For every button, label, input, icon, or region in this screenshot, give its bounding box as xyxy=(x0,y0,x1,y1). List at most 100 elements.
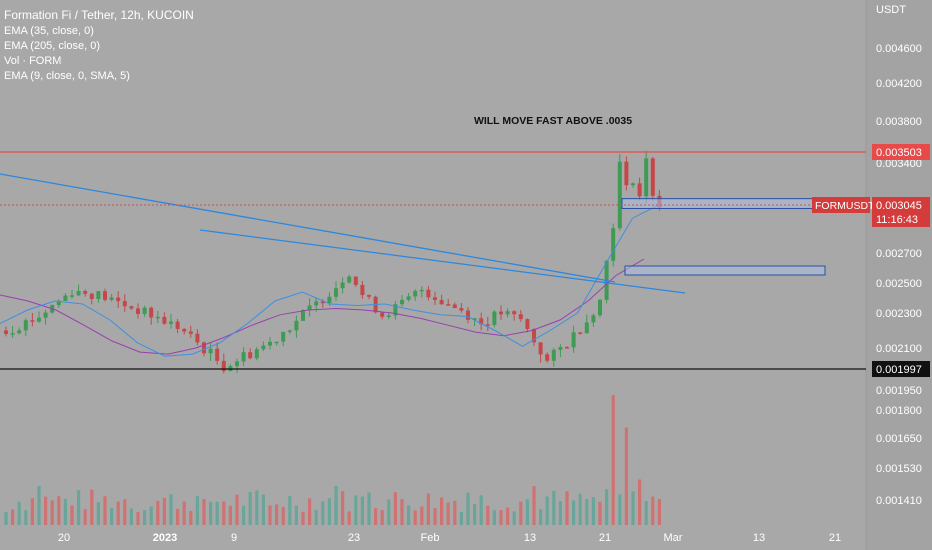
candle-body xyxy=(406,296,411,300)
volume-bar xyxy=(393,492,397,525)
current-price-badge xyxy=(872,197,930,227)
candle-body xyxy=(235,361,239,367)
volume-bar xyxy=(466,492,470,525)
candle-body xyxy=(380,312,385,317)
volume-bar xyxy=(195,496,199,525)
trend-line-secondary[interactable] xyxy=(199,229,686,294)
candle-body xyxy=(499,311,503,315)
candle-body xyxy=(261,345,266,350)
candle-body xyxy=(538,342,543,355)
support-zone-box[interactable] xyxy=(624,265,826,276)
candle-body xyxy=(56,300,61,306)
volume-bar xyxy=(30,498,34,525)
volume-bar xyxy=(413,510,417,525)
volume-bar xyxy=(532,486,536,525)
candle-body xyxy=(182,328,187,332)
candle-body xyxy=(17,330,22,334)
indicator-ema-205[interactable]: EMA (205, close, 0) xyxy=(4,40,100,52)
volume-bar xyxy=(499,510,503,525)
volume-bar xyxy=(459,511,463,525)
volume-bar xyxy=(598,501,602,525)
volume-bar xyxy=(387,499,391,525)
volume-bar xyxy=(578,493,582,525)
candle-body xyxy=(611,228,616,261)
candle-body xyxy=(591,315,596,323)
support-price-label: 0.001997 xyxy=(876,364,922,376)
candle-body xyxy=(287,330,292,332)
indicator-ema-9[interactable]: EMA (9, close, 0, SMA, 5) xyxy=(4,70,130,82)
volume-bar xyxy=(96,502,100,525)
volume-bar xyxy=(354,495,358,525)
volume-bar xyxy=(116,501,120,525)
indicator-ema-35[interactable]: EMA (35, close, 0) xyxy=(4,25,94,37)
candle-body xyxy=(307,305,312,311)
volume-bar xyxy=(143,510,147,525)
volume-bar xyxy=(433,508,437,525)
candle-body xyxy=(116,297,121,302)
candle-body xyxy=(452,304,457,309)
volume-bar xyxy=(367,492,371,525)
symbol-title[interactable]: Formation Fi / Tether, 12h, KUCOIN xyxy=(4,8,194,22)
candle-body xyxy=(155,316,160,319)
candle-body xyxy=(584,322,589,334)
candle-body xyxy=(4,330,8,334)
volume-bar xyxy=(453,500,457,525)
candle-body xyxy=(89,293,94,299)
candle-body xyxy=(294,320,299,331)
volume-bar xyxy=(585,499,589,525)
volume-bar xyxy=(275,504,279,525)
candle-body xyxy=(103,291,107,300)
volume-bar xyxy=(308,498,312,525)
indicator-volume[interactable]: Vol · FORM xyxy=(4,55,62,67)
candle-body xyxy=(215,348,220,361)
candle-body xyxy=(63,295,68,301)
volume-bar xyxy=(63,498,67,525)
volume-bar xyxy=(572,500,576,525)
volume-bar xyxy=(525,499,529,525)
ema-slow-line xyxy=(0,258,645,355)
time-tick-label: Mar xyxy=(664,532,683,544)
volume-bar xyxy=(57,496,61,525)
candle-body xyxy=(122,301,127,307)
volume-bar xyxy=(17,501,21,525)
candle-body xyxy=(175,321,180,329)
volume-bar xyxy=(103,496,107,525)
candle-body xyxy=(466,310,470,320)
candle-body xyxy=(400,299,404,305)
volume-bar xyxy=(545,496,549,525)
volume-bar xyxy=(486,505,490,525)
time-tick-label: 2023 xyxy=(153,532,177,544)
volume-bar xyxy=(334,486,338,525)
volume-bar xyxy=(565,491,569,525)
candle-body xyxy=(386,315,391,318)
candle-body xyxy=(347,276,352,283)
volume-bar xyxy=(519,501,523,525)
volume-bar xyxy=(176,508,180,525)
symbol-tag-label: FORMUSDT xyxy=(815,200,875,212)
candle-body xyxy=(327,296,332,304)
volume-bar xyxy=(321,501,325,525)
candle-body xyxy=(314,301,319,306)
price-tick-label: 0.004200 xyxy=(876,78,922,90)
candle-body xyxy=(274,341,279,344)
volume-bar xyxy=(618,494,622,525)
volume-bar xyxy=(440,497,444,525)
volume-bar xyxy=(380,510,384,525)
candle-body xyxy=(149,307,154,318)
volume-bar xyxy=(506,507,510,525)
candle-body xyxy=(241,352,246,362)
candle-body xyxy=(571,332,576,348)
candle-body xyxy=(334,288,338,297)
candle-body xyxy=(419,289,424,292)
volume-bar xyxy=(644,501,648,525)
volume-bar xyxy=(539,509,543,525)
candle-body xyxy=(545,354,550,361)
volume-bar xyxy=(281,506,285,525)
candle-body xyxy=(320,301,325,304)
volume-bar xyxy=(228,505,232,525)
trend-line-main[interactable] xyxy=(0,173,616,283)
candle-body xyxy=(367,295,371,297)
candle-body xyxy=(393,304,398,316)
